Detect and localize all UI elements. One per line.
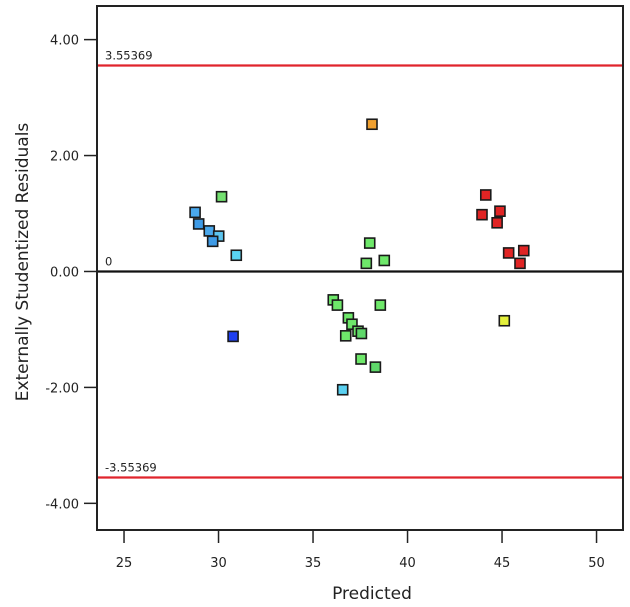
plot-frame (96, 5, 624, 531)
data-point (355, 327, 368, 340)
data-point (360, 257, 373, 270)
data-point (517, 244, 530, 257)
data-point (331, 299, 344, 311)
y-tick-label: -4.00 (45, 497, 79, 512)
y-tick-label: -2.00 (45, 381, 79, 396)
data-point (494, 205, 506, 217)
data-point (227, 330, 239, 343)
x-tick-label: 40 (399, 556, 416, 571)
x-tick-label: 30 (210, 556, 227, 571)
data-point (476, 208, 488, 221)
y-axis-label: Externally Studentized Residuals (13, 123, 33, 402)
lower-limit-label: -3.55369 (105, 460, 157, 474)
data-point (230, 249, 243, 262)
data-point (366, 118, 378, 131)
data-point (215, 190, 228, 203)
x-tick-label: 35 (305, 556, 322, 571)
y-tick-label: 4.00 (50, 34, 79, 49)
y-tick-label: 0.00 (50, 265, 79, 280)
data-point (479, 189, 492, 201)
data-point (203, 225, 216, 237)
x-tick-label: 45 (494, 556, 511, 571)
data-point (363, 237, 376, 249)
upper-limit-label: 3.55369 (105, 48, 153, 62)
data-point (346, 318, 358, 331)
x-axis-ticks: 25 30 35 40 45 50 (116, 530, 605, 571)
data-point (192, 218, 205, 230)
data-point (498, 314, 511, 327)
data-point (514, 257, 526, 270)
data-point (502, 247, 515, 259)
data-points (189, 118, 530, 396)
y-tick-label: 2.00 (50, 150, 79, 165)
data-point (355, 353, 367, 365)
data-point (369, 361, 382, 373)
x-tick-label: 25 (116, 556, 133, 571)
data-point (336, 383, 349, 396)
data-point (378, 254, 391, 267)
x-axis-label: Predicted (332, 584, 412, 604)
reference-lines: 3.55369 0 -3.55369 (97, 48, 623, 479)
x-tick-label: 50 (588, 556, 605, 571)
data-point (374, 299, 387, 311)
data-point (339, 330, 352, 342)
zero-label: 0 (105, 254, 112, 268)
data-point (189, 206, 201, 219)
data-point (491, 216, 503, 229)
data-point (206, 235, 219, 248)
y-axis-ticks: 4.00 2.00 0.00 -2.00 -4.00 (45, 34, 97, 512)
